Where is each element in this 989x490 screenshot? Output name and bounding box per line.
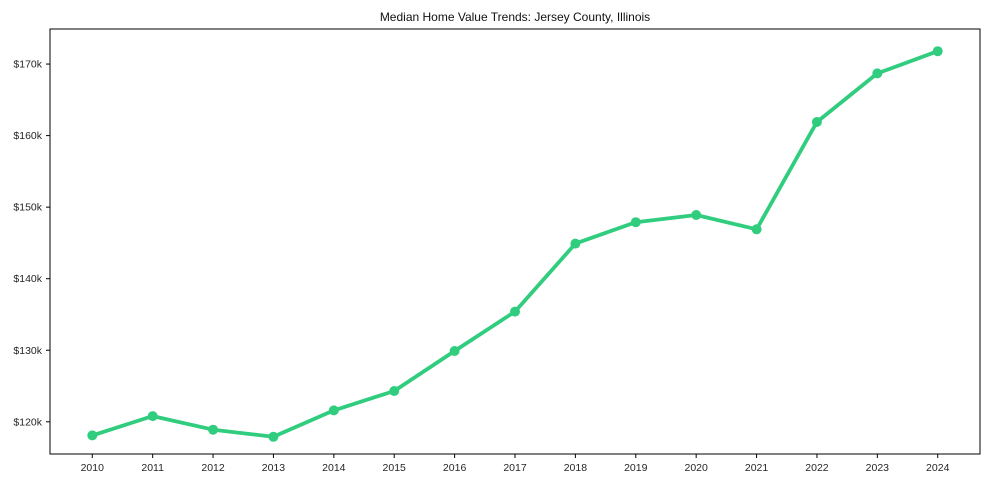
x-tick-label: 2023 [866, 462, 890, 474]
x-tick-label: 2011 [141, 462, 164, 474]
y-tick-label: $170k [13, 59, 42, 71]
x-tick-label: 2024 [926, 462, 950, 474]
x-tick-label: 2013 [262, 462, 286, 474]
y-tick-label: $130k [13, 345, 42, 357]
data-point [389, 386, 400, 396]
data-point [811, 117, 822, 127]
data-point [147, 411, 158, 422]
data-point [751, 224, 762, 235]
data-point [691, 210, 702, 220]
plot-area [50, 29, 980, 454]
data-series [87, 46, 943, 442]
x-tick-label: 2019 [624, 462, 648, 474]
y-tick-label: $150k [13, 202, 42, 214]
data-point [87, 430, 98, 441]
x-tick-label: 2017 [503, 462, 527, 474]
x-axis: 2010 2011 2012 2013 2014 2015 2016 2017 2018 2019… [81, 454, 950, 474]
x-tick-label: 2012 [201, 462, 225, 474]
x-tick-label: 2021 [745, 462, 769, 474]
y-tick-label: $160k [13, 130, 42, 142]
data-point [570, 238, 581, 249]
x-tick-label: 2014 [322, 462, 346, 474]
plot-border [49, 28, 981, 455]
chart-title: Median Home Value Trends: Jersey County,… [380, 10, 650, 24]
data-point [208, 424, 219, 435]
x-tick-label: 2018 [564, 462, 588, 474]
data-point [630, 217, 641, 228]
x-tick-label: 2010 [81, 462, 105, 474]
x-tick-label: 2022 [805, 462, 829, 474]
data-point [449, 346, 460, 356]
x-tick-label: 2020 [684, 462, 708, 474]
y-axis: $120k $130k $140k $150k $160k $170k [13, 59, 50, 428]
data-point [872, 68, 883, 79]
data-point [932, 46, 943, 57]
data-point [328, 405, 339, 416]
data-point [268, 431, 279, 442]
data-point [510, 306, 520, 317]
x-tick-label: 2015 [383, 462, 407, 474]
x-tick-label: 2016 [443, 462, 467, 474]
y-tick-label: $120k [13, 416, 42, 428]
y-tick-label: $140k [13, 273, 42, 285]
